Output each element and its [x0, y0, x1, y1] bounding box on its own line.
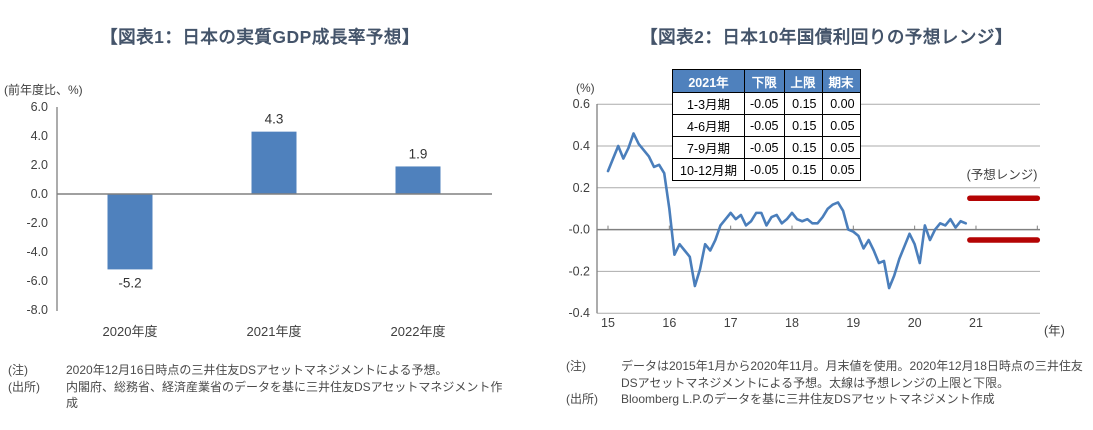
- forecast-table-header-end: 期末: [821, 69, 861, 93]
- gdp-bar-chart-svg: 6.0 4.0 2.0 0.0 -2.0 -4.0 -6.0 -8.0 -5.2 2020年度 4.…: [26, 100, 492, 339]
- svg-text:2.0: 2.0: [31, 158, 48, 172]
- svg-text:-8.0: -8.0: [26, 303, 48, 317]
- figure1-note-text: 2020年12月16日時点の三井住友DSアセットマネジメントによる予想。: [66, 363, 448, 377]
- svg-text:-5.2: -5.2: [118, 275, 141, 290]
- svg-text:17: 17: [724, 316, 738, 330]
- upper-cell: 0.15: [783, 136, 823, 159]
- end-cell: 0.05: [821, 158, 861, 181]
- forecast-range-label: (予想レンジ): [966, 168, 1038, 182]
- figure2-source-label: (出所): [566, 392, 598, 407]
- figure1-note-label: (注): [8, 363, 28, 377]
- svg-text:0.6: 0.6: [573, 97, 590, 111]
- svg-text:6.0: 6.0: [31, 100, 48, 114]
- forecast-table-header-year: 2021年: [672, 69, 745, 93]
- end-cell: 0.05: [821, 136, 861, 159]
- svg-text:-0.4: -0.4: [568, 306, 590, 320]
- table-row: 4-6月期 -0.05 0.15 0.05: [672, 114, 861, 137]
- lower-cell: -0.05: [744, 92, 785, 115]
- svg-text:0.2: 0.2: [573, 181, 590, 195]
- figure1-source-label: (出所): [8, 379, 40, 394]
- table-row: 10-12月期 -0.05 0.15 0.05: [672, 158, 861, 181]
- forecast-table: 2021年 下限 上限 期末 1-3月期 -0.05 0.15 0.00 4-6…: [672, 69, 861, 181]
- svg-text:-0.2: -0.2: [568, 264, 590, 278]
- svg-text:2021年度: 2021年度: [247, 324, 302, 339]
- svg-text:4.0: 4.0: [31, 129, 48, 143]
- figure2-x-axis-unit: (年): [1044, 324, 1065, 338]
- svg-text:1.9: 1.9: [409, 146, 428, 161]
- table-row: 1-3月期 -0.05 0.15 0.00: [672, 92, 861, 115]
- svg-text:20: 20: [908, 316, 922, 330]
- svg-text:-0.0: -0.0: [568, 223, 590, 237]
- figure2-note-label: (注): [566, 359, 586, 373]
- forecast-table-header-upper: 上限: [783, 69, 823, 93]
- figure2-y-axis-unit: (%): [576, 81, 595, 95]
- svg-text:19: 19: [846, 316, 860, 330]
- svg-text:16: 16: [662, 316, 676, 330]
- end-cell: 0.00: [821, 92, 861, 115]
- svg-text:-2.0: -2.0: [26, 216, 48, 230]
- figure2-source-row: (出所) Bloomberg L.P.のデータを基に三井住友DSアセットマネジメ…: [566, 391, 1091, 408]
- figure1-note-row: (注) 2020年12月16日時点の三井住友DSアセットマネジメントによる予想。: [8, 362, 513, 379]
- quarter-cell: 10-12月期: [672, 158, 745, 181]
- svg-text:4.3: 4.3: [265, 112, 284, 127]
- upper-cell: 0.15: [783, 158, 823, 181]
- lower-cell: -0.05: [744, 158, 785, 181]
- svg-text:-6.0: -6.0: [26, 274, 48, 288]
- figure1-source-row: (出所) 内閣府、総務省、経済産業省のデータを基に三井住友DSアセットマネジメン…: [8, 379, 513, 412]
- end-cell: 0.05: [821, 114, 861, 137]
- figure2-title: 【図表2：日本10年国債利回りの予想レンジ】: [640, 27, 1013, 47]
- svg-text:-4.0: -4.0: [26, 245, 48, 259]
- figure2-note-row: (注) データは2015年1月から2020年11月。月末値を使用。2020年12…: [566, 358, 1091, 391]
- figure2-note-text: データは2015年1月から2020年11月。月末値を使用。2020年12月18日…: [621, 359, 1083, 390]
- svg-text:0.0: 0.0: [31, 187, 48, 201]
- figure1-title: 【図表1：日本の実質GDP成長率予想】: [100, 27, 420, 47]
- lower-cell: -0.05: [744, 114, 785, 137]
- quarter-cell: 4-6月期: [672, 114, 745, 137]
- svg-text:2020年度: 2020年度: [103, 324, 158, 339]
- svg-text:21: 21: [969, 316, 983, 330]
- figure2-source-text: Bloomberg L.P.のデータを基に三井住友DSアセットマネジメント作成: [621, 392, 995, 407]
- forecast-table-header-lower: 下限: [744, 69, 785, 93]
- svg-text:18: 18: [785, 316, 799, 330]
- svg-text:15: 15: [601, 316, 615, 330]
- figure1-notes: (注) 2020年12月16日時点の三井住友DSアセットマネジメントによる予想。…: [8, 362, 513, 412]
- quarter-cell: 7-9月期: [672, 136, 745, 159]
- svg-text:0.4: 0.4: [573, 139, 590, 153]
- lower-cell: -0.05: [744, 136, 785, 159]
- figure1-source-text: 内閣府、総務省、経済産業省のデータを基に三井住友DSアセットマネジメント作成: [66, 379, 503, 411]
- forecast-table-header-row: 2021年 下限 上限 期末: [672, 69, 861, 93]
- svg-text:2022年度: 2022年度: [391, 324, 446, 339]
- figure1-y-axis-unit: (前年度比、%): [4, 83, 83, 97]
- jgb-line-chart-svg: 0.6 0.4 0.2 -0.0 -0.2 -0.4 15 16 17 18 19 20 21: [568, 97, 1041, 330]
- upper-cell: 0.15: [783, 92, 823, 115]
- table-row: 7-9月期 -0.05 0.15 0.05: [672, 136, 861, 159]
- figure2-notes: (注) データは2015年1月から2020年11月。月末値を使用。2020年12…: [566, 358, 1091, 408]
- quarter-cell: 1-3月期: [672, 92, 745, 115]
- upper-cell: 0.15: [783, 114, 823, 137]
